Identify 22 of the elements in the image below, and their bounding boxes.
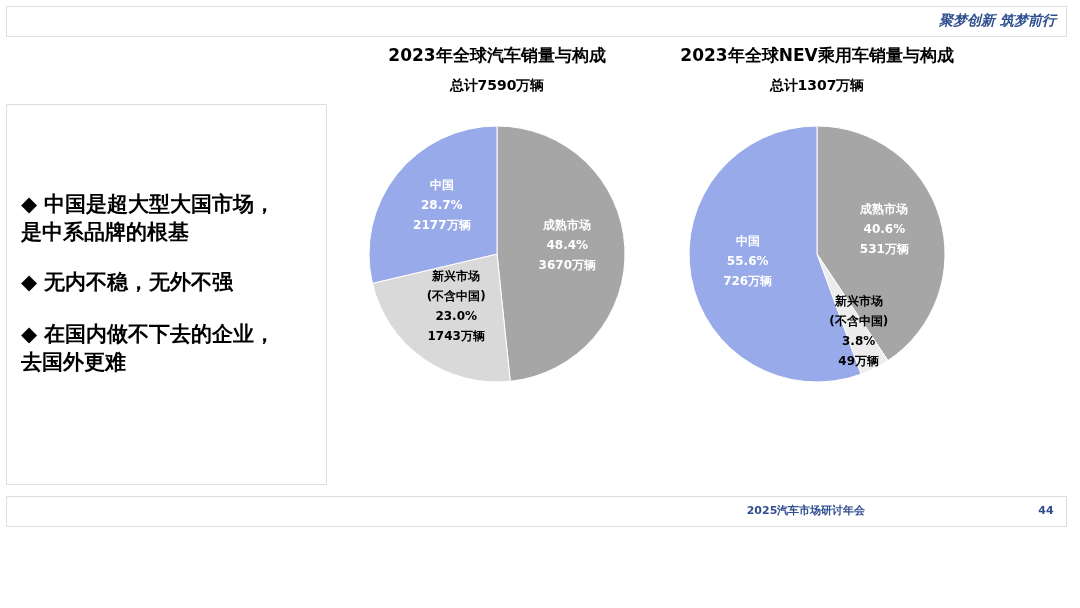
text: 2025汽车市场研讨年会 [746, 504, 867, 517]
data-label: 55.6% 726万辆 [723, 254, 773, 289]
chart-title: 2023年全球汽车销量与构成 [388, 45, 606, 65]
data-label: 40.6% 531万辆 [859, 221, 909, 256]
slice-label: 成熟市场 [859, 201, 909, 216]
data-label: 3.8% 49万辆 [838, 334, 880, 369]
chart-subtitle: 总计1307万辆 [768, 77, 865, 93]
slice-label: 中国 [429, 178, 454, 193]
text: ◆ 中国是超大型大国市场，是中系品牌的根基 [20, 192, 276, 244]
data-label: 28.7% 2177万辆 [413, 198, 471, 233]
text: ◆ 在国内做不下去的企业，去国外更难 [20, 322, 276, 374]
slice-label: 中国 [735, 234, 760, 249]
text: ◆ 无内不稳，无外不强 [21, 270, 235, 294]
text: 44 [1038, 504, 1054, 517]
chart-subtitle: 总计7590万辆 [448, 77, 545, 93]
data-label: 48.4% 3670万辆 [538, 238, 597, 273]
chart-title: 2023年全球NEV乘用车销量与构成 [680, 45, 954, 65]
data-label: 23.0% 1743万辆 [427, 309, 485, 344]
slice-label: 成熟市场 [542, 218, 592, 233]
slice-label: 新兴市场 (不含中国) [829, 294, 889, 329]
text: 聚梦创新 筑梦前行 [938, 12, 1058, 28]
slice-label: 新兴市场 (不含中国) [426, 269, 486, 304]
